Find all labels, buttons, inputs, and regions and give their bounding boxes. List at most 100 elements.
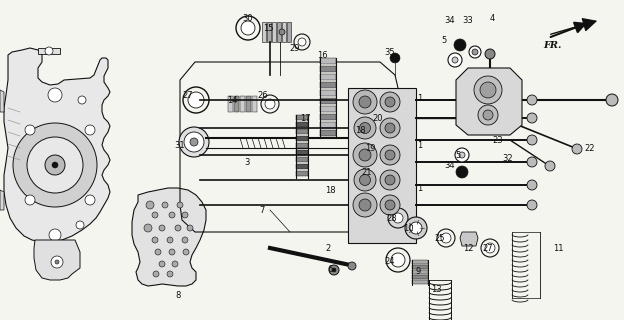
Polygon shape — [320, 58, 336, 64]
Circle shape — [52, 162, 58, 168]
Circle shape — [184, 132, 204, 152]
Polygon shape — [0, 190, 4, 210]
Circle shape — [353, 143, 377, 167]
Circle shape — [455, 148, 469, 162]
Polygon shape — [272, 22, 276, 42]
Circle shape — [459, 152, 465, 158]
Circle shape — [485, 243, 495, 253]
Polygon shape — [412, 260, 428, 264]
Circle shape — [162, 202, 168, 208]
Circle shape — [159, 225, 165, 231]
Polygon shape — [348, 88, 416, 243]
Text: 34: 34 — [445, 15, 456, 25]
Circle shape — [469, 46, 481, 58]
Text: 6: 6 — [328, 266, 333, 275]
Circle shape — [55, 260, 59, 264]
Circle shape — [25, 195, 35, 205]
Circle shape — [527, 200, 537, 210]
Text: 17: 17 — [300, 114, 310, 123]
Circle shape — [48, 88, 62, 102]
Text: 32: 32 — [503, 154, 514, 163]
Circle shape — [456, 166, 468, 178]
Polygon shape — [228, 96, 233, 112]
Polygon shape — [320, 82, 336, 88]
Circle shape — [380, 145, 400, 165]
Polygon shape — [296, 136, 308, 141]
Polygon shape — [296, 164, 308, 169]
Circle shape — [279, 29, 285, 35]
Text: 5: 5 — [456, 150, 461, 159]
Circle shape — [175, 225, 181, 231]
Text: 14: 14 — [227, 95, 237, 105]
Circle shape — [385, 175, 395, 185]
Polygon shape — [412, 275, 428, 279]
Text: FR.: FR. — [543, 41, 562, 50]
Polygon shape — [252, 96, 257, 112]
Circle shape — [380, 118, 400, 138]
Circle shape — [527, 180, 537, 190]
Circle shape — [144, 224, 152, 232]
Polygon shape — [296, 122, 308, 127]
Circle shape — [385, 123, 395, 133]
Polygon shape — [296, 157, 308, 162]
Polygon shape — [34, 240, 80, 280]
Circle shape — [348, 262, 356, 270]
Circle shape — [85, 125, 95, 135]
Circle shape — [472, 49, 478, 55]
Polygon shape — [460, 232, 478, 246]
Circle shape — [152, 212, 158, 218]
Polygon shape — [320, 74, 336, 80]
Text: 1: 1 — [417, 140, 422, 149]
Circle shape — [353, 90, 377, 114]
Polygon shape — [262, 22, 266, 42]
Circle shape — [25, 125, 35, 135]
Text: 22: 22 — [585, 143, 595, 153]
Text: 5: 5 — [441, 36, 447, 44]
Circle shape — [169, 249, 175, 255]
Circle shape — [359, 123, 371, 133]
FancyArrowPatch shape — [550, 23, 585, 37]
Circle shape — [329, 265, 339, 275]
Polygon shape — [4, 48, 110, 242]
Text: 15: 15 — [263, 23, 273, 33]
Polygon shape — [320, 90, 336, 96]
Circle shape — [380, 92, 400, 112]
Text: 25: 25 — [435, 234, 446, 243]
Text: 7: 7 — [260, 205, 265, 214]
Polygon shape — [296, 115, 308, 120]
Circle shape — [527, 113, 537, 123]
Circle shape — [353, 193, 377, 217]
Circle shape — [359, 199, 371, 211]
Circle shape — [452, 57, 458, 63]
Circle shape — [146, 201, 154, 209]
Text: 9: 9 — [416, 268, 421, 276]
Polygon shape — [412, 280, 428, 284]
Circle shape — [359, 96, 371, 108]
Circle shape — [187, 225, 193, 231]
Polygon shape — [234, 96, 239, 112]
Polygon shape — [296, 150, 308, 155]
Circle shape — [183, 249, 189, 255]
Circle shape — [169, 212, 175, 218]
Text: 28: 28 — [387, 213, 397, 222]
Circle shape — [448, 53, 462, 67]
Circle shape — [182, 237, 188, 243]
Circle shape — [474, 76, 502, 104]
Circle shape — [606, 94, 618, 106]
Circle shape — [298, 38, 306, 46]
Circle shape — [49, 229, 61, 241]
Polygon shape — [282, 22, 286, 42]
Circle shape — [179, 127, 209, 157]
Circle shape — [545, 161, 555, 171]
Circle shape — [190, 138, 198, 146]
Polygon shape — [287, 22, 291, 42]
Polygon shape — [267, 22, 271, 42]
Text: 16: 16 — [317, 51, 328, 60]
Circle shape — [485, 49, 495, 59]
Text: 30: 30 — [243, 13, 253, 22]
Polygon shape — [412, 265, 428, 269]
Polygon shape — [296, 171, 308, 176]
Circle shape — [380, 170, 400, 190]
Polygon shape — [412, 270, 428, 274]
Text: 8: 8 — [175, 291, 181, 300]
